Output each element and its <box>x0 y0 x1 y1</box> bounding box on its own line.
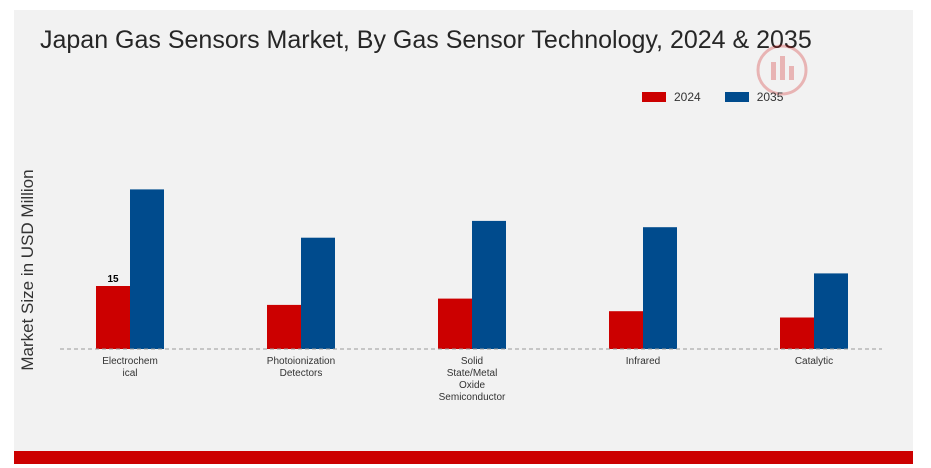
chart-title: Japan Gas Sensors Market, By Gas Sensor … <box>40 26 812 54</box>
bar-2024-1 <box>267 304 301 349</box>
x-tick-label-0: Electrochem ical <box>102 356 158 379</box>
bar-2035-2 <box>472 220 506 349</box>
bar-2035-3 <box>643 227 677 349</box>
data-label-0: 15 <box>107 274 119 285</box>
x-tick-label-3: Infrared <box>625 356 661 367</box>
legend-item-2035: 2035 <box>724 90 784 104</box>
bar-2024-3 <box>609 311 643 349</box>
legend-label-2035: 2035 <box>756 90 784 104</box>
bar-2035-0 <box>130 189 164 349</box>
bar-2024-2 <box>438 298 472 349</box>
legend: 2024 2035 <box>642 89 807 105</box>
legend-item-2024: 2024 <box>642 90 701 104</box>
bar-2035-4 <box>814 273 848 349</box>
legend-label-2024: 2024 <box>674 90 701 104</box>
legend-swatch-2035 <box>724 92 749 102</box>
footer-bar <box>14 451 913 464</box>
bar-2024-4 <box>780 317 814 349</box>
bar-2035-1 <box>301 237 335 349</box>
bar-2024-0 <box>96 286 130 349</box>
x-tick-label-2: Solid State/Metal Oxide Semiconductor <box>438 356 506 403</box>
x-tick-label-4: Catalytic <box>794 356 834 367</box>
legend-swatch-2024 <box>642 92 666 102</box>
x-tick-label-1: Photoionization Detectors <box>266 356 336 379</box>
brand-logo-icon <box>756 44 808 96</box>
